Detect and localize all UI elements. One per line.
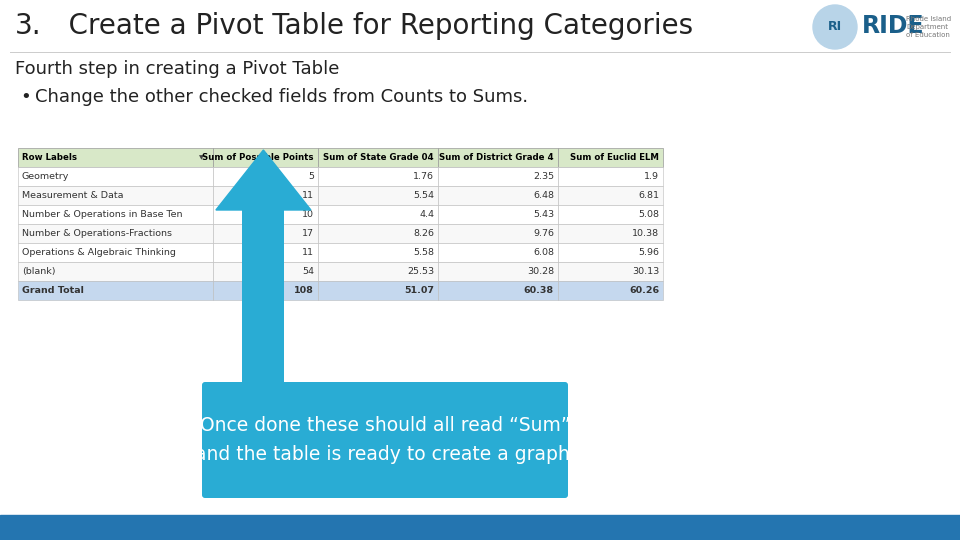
Text: 4.4: 4.4 [419,210,434,219]
Bar [18,167,213,186]
Text: 17: 17 [302,229,314,238]
Bar [558,148,663,167]
Text: RIDE: RIDE [862,14,924,38]
Bar [213,186,318,205]
Text: 3.: 3. [15,12,41,40]
Text: 5.08: 5.08 [638,210,659,219]
Text: 51.07: 51.07 [404,286,434,295]
Bar [242,210,284,385]
Bar [213,243,318,262]
Text: 11: 11 [302,191,314,200]
Text: Fourth step in creating a Pivot Table: Fourth step in creating a Pivot Table [15,60,340,78]
Text: 5: 5 [308,172,314,181]
Text: Measurement & Data: Measurement & Data [22,191,124,200]
Text: ▼: ▼ [199,155,204,160]
Bar [213,262,318,281]
Text: Sum of Possible Points: Sum of Possible Points [203,153,314,162]
Bar [438,186,558,205]
Text: 8.26: 8.26 [413,229,434,238]
Text: 6.08: 6.08 [533,248,554,257]
Bar [558,281,663,300]
FancyBboxPatch shape [202,382,568,498]
Bar [18,262,213,281]
Bar [558,186,663,205]
Bar [213,148,318,167]
Text: Row Labels: Row Labels [22,153,77,162]
Text: Number & Operations in Base Ten: Number & Operations in Base Ten [22,210,182,219]
Text: Number & Operations-Fractions: Number & Operations-Fractions [22,229,172,238]
Bar [318,224,438,243]
Bar [18,186,213,205]
Text: 1.9: 1.9 [644,172,659,181]
Text: 5.43: 5.43 [533,210,554,219]
Text: (blank): (blank) [22,267,56,276]
Text: 2.35: 2.35 [533,172,554,181]
Text: 30.13: 30.13 [632,267,659,276]
Bar [438,205,558,224]
Bar [213,205,318,224]
Bar [558,167,663,186]
Bar [318,186,438,205]
Bar [438,224,558,243]
Bar [318,243,438,262]
Text: 5.58: 5.58 [413,248,434,257]
Text: 30.28: 30.28 [527,267,554,276]
Text: Operations & Algebraic Thinking: Operations & Algebraic Thinking [22,248,176,257]
Text: Once done these should all read “Sum”
and the table is ready to create a graph.: Once done these should all read “Sum” an… [195,416,575,464]
Text: 60.38: 60.38 [524,286,554,295]
Bar [558,205,663,224]
Circle shape [813,5,857,49]
Bar [18,243,213,262]
Bar [213,281,318,300]
Text: 11: 11 [302,248,314,257]
Bar [558,243,663,262]
Text: Create a Pivot Table for Reporting Categories: Create a Pivot Table for Reporting Categ… [42,12,693,40]
Bar [438,243,558,262]
Text: 54: 54 [302,267,314,276]
Text: 5.96: 5.96 [638,248,659,257]
Text: Geometry: Geometry [22,172,69,181]
Text: 25.53: 25.53 [407,267,434,276]
Bar [18,148,213,167]
Bar [438,262,558,281]
Bar [18,281,213,300]
Text: 60.26: 60.26 [629,286,659,295]
Text: Sum of Euclid ELM: Sum of Euclid ELM [570,153,659,162]
Bar [438,167,558,186]
Bar [0,515,960,540]
Bar [318,148,438,167]
Text: Change the other checked fields from Counts to Sums.: Change the other checked fields from Cou… [35,88,528,106]
Bar [318,262,438,281]
Bar [438,148,558,167]
Text: 10: 10 [302,210,314,219]
Bar [318,167,438,186]
Bar [213,224,318,243]
Text: 6.48: 6.48 [533,191,554,200]
Text: RI: RI [828,21,842,33]
Text: 5.54: 5.54 [413,191,434,200]
Bar [18,224,213,243]
Bar [558,262,663,281]
Polygon shape [216,150,311,210]
Text: 10.38: 10.38 [632,229,659,238]
Text: •: • [20,88,31,106]
Bar [318,281,438,300]
Bar [558,224,663,243]
Text: 1.76: 1.76 [413,172,434,181]
Bar [438,281,558,300]
Text: 9.76: 9.76 [533,229,554,238]
Text: 6.81: 6.81 [638,191,659,200]
Text: Rhode Island
Department
of Education: Rhode Island Department of Education [906,16,951,38]
Text: Grand Total: Grand Total [22,286,84,295]
Bar [18,205,213,224]
Text: Sum of State Grade 04: Sum of State Grade 04 [324,153,434,162]
Bar [318,205,438,224]
Text: Sum of District Grade 4: Sum of District Grade 4 [440,153,554,162]
Text: 108: 108 [294,286,314,295]
Bar [213,167,318,186]
